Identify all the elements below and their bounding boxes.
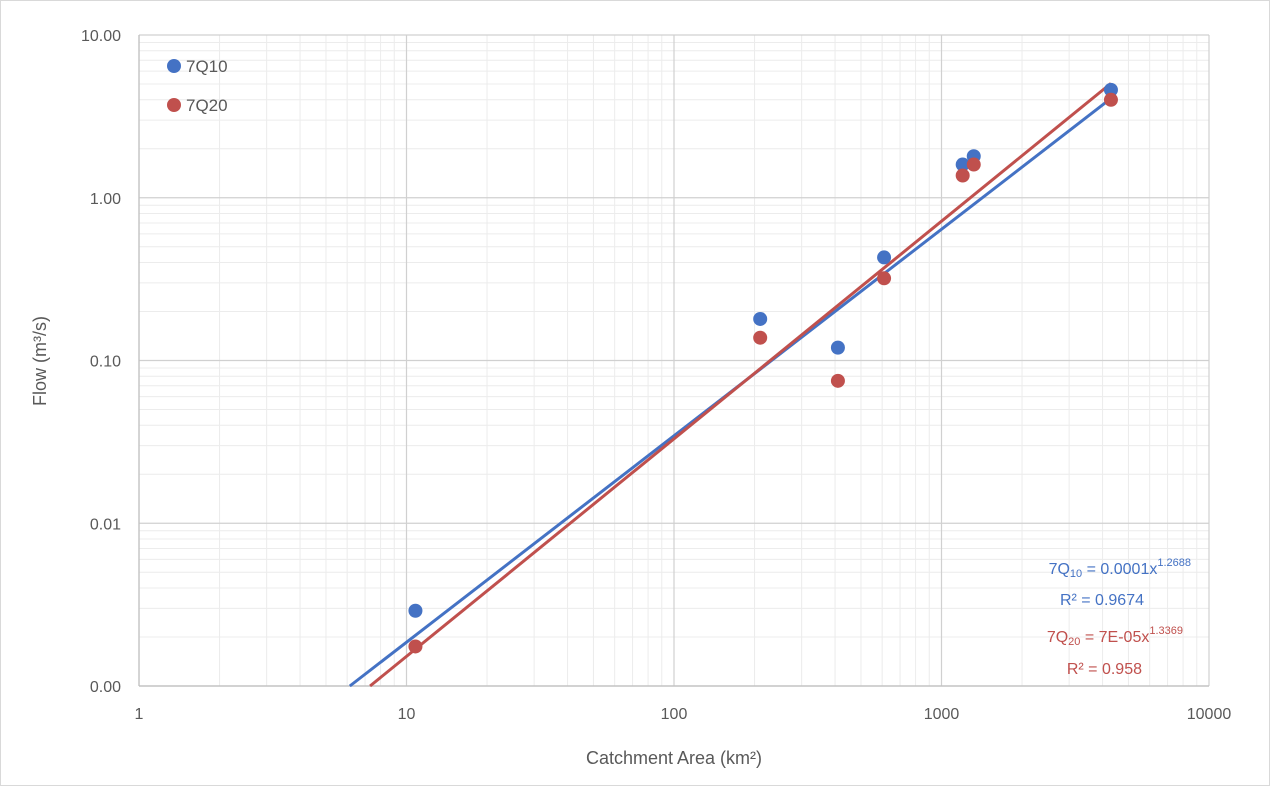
x-axis-title: Catchment Area (km²)	[586, 748, 762, 768]
data-point-7q20	[830, 373, 845, 388]
data-point-7q10	[753, 311, 768, 326]
data-point-7q20	[966, 157, 981, 172]
data-point-7q10	[955, 157, 970, 172]
data-point-7q20	[955, 168, 970, 183]
legend: 7Q10 7Q20	[167, 57, 228, 115]
equation-7q10: 7Q10 = 0.0001x1.2688	[1049, 557, 1191, 580]
y-tick-label: 0.00	[90, 679, 121, 696]
x-tick-label: 10000	[1187, 706, 1232, 723]
y-tick-label: 10.00	[81, 28, 121, 45]
y-tick-label: 0.10	[90, 354, 121, 371]
data-point-7q10	[408, 603, 423, 618]
x-tick-label: 10	[398, 706, 416, 723]
x-tick-labels: 1 10 100 1000 10000	[135, 706, 1232, 723]
legend-marker-7q10	[167, 59, 181, 73]
legend-marker-7q20	[167, 98, 181, 112]
r2-7q10: R² = 0.9674	[1060, 592, 1144, 609]
y-tick-labels: 0.00 0.01 0.10 1.00 10.00	[81, 28, 121, 696]
y-tick-label: 0.01	[90, 516, 121, 533]
data-point-7q10	[1103, 82, 1118, 97]
equation-7q20: 7Q20 = 7E-05x1.3369	[1047, 625, 1183, 648]
data-points	[408, 82, 1118, 654]
data-point-7q20	[877, 271, 892, 286]
data-point-7q20	[753, 330, 768, 345]
legend-label-7q10: 7Q10	[186, 57, 228, 76]
x-tick-label: 1	[135, 706, 144, 723]
trendline-equations: 7Q10 = 0.0001x1.2688 R² = 0.9674 7Q20 = …	[1047, 557, 1191, 678]
data-point-7q20	[408, 639, 423, 654]
data-point-7q10	[877, 250, 892, 265]
r2-7q20: R² = 0.958	[1067, 661, 1142, 678]
trendline-7q20	[369, 82, 1112, 688]
axes	[138, 35, 1209, 687]
data-point-7q20	[1103, 92, 1118, 107]
y-tick-label: 1.00	[90, 191, 121, 208]
x-tick-label: 1000	[924, 706, 960, 723]
trendlines	[348, 82, 1112, 688]
x-tick-label: 100	[661, 706, 688, 723]
y-axis-title: Flow (m³/s)	[30, 316, 50, 406]
legend-label-7q20: 7Q20	[186, 96, 228, 115]
data-point-7q10	[830, 340, 845, 355]
